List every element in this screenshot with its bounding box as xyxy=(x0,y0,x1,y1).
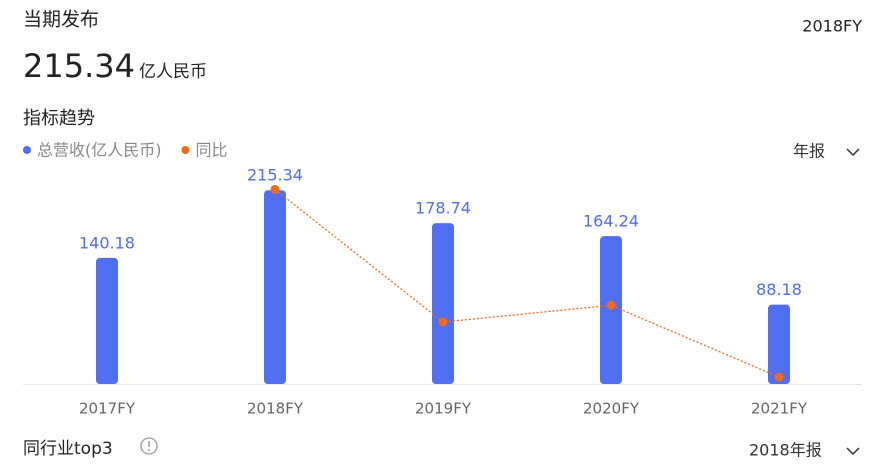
selector-label[interactable]: 年报 xyxy=(793,142,825,161)
info-icon[interactable] xyxy=(140,437,158,455)
legend-marker xyxy=(181,146,190,154)
line-point xyxy=(606,300,616,310)
bar xyxy=(264,190,286,384)
bar xyxy=(432,223,454,384)
bar xyxy=(96,257,118,384)
data-label: 215.34 xyxy=(247,166,303,185)
x-tick-label: 2021FY xyxy=(751,400,808,418)
legend-label: 总营收(亿人民币) xyxy=(37,141,162,160)
footer-selector[interactable]: 2018年报 xyxy=(749,441,860,460)
period: 2018FY xyxy=(802,17,862,36)
header-title: 当期发布 xyxy=(23,9,99,31)
footer-title: 同行业top3 xyxy=(23,439,113,459)
x-tick-label: 2017FY xyxy=(79,400,136,418)
bar xyxy=(768,304,790,384)
data-label: 140.18 xyxy=(79,233,135,252)
line-point xyxy=(438,317,448,327)
data-label: 178.74 xyxy=(415,199,471,218)
x-tick-label: 2018FY xyxy=(247,400,304,418)
line-point xyxy=(774,372,784,382)
x-tick-label: 2019FY xyxy=(415,400,472,418)
data-label: 164.24 xyxy=(583,212,639,231)
chevron xyxy=(846,148,860,157)
report-selector[interactable]: 年报 xyxy=(793,142,860,161)
selector-label[interactable]: 2018年报 xyxy=(749,441,822,460)
section-title: 指标趋势 xyxy=(23,108,95,129)
headline-unit: 亿人民币 xyxy=(139,62,207,82)
chevron xyxy=(846,447,860,456)
legend-marker xyxy=(23,146,31,154)
data-label: 88.18 xyxy=(756,280,802,299)
x-tick-label: 2020FY xyxy=(583,400,640,418)
bar xyxy=(600,236,622,384)
legend-label: 同比 xyxy=(196,141,228,160)
line-point xyxy=(270,184,280,194)
line xyxy=(274,188,780,378)
headline-value: 215.34 xyxy=(23,47,135,85)
